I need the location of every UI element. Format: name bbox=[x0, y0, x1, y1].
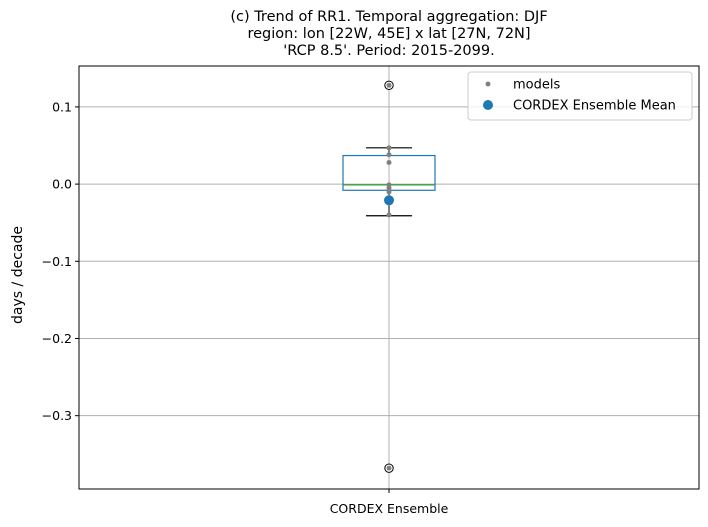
legend-marker-models bbox=[485, 81, 491, 87]
y-tick-label: −0.2 bbox=[42, 331, 72, 346]
model-point bbox=[386, 465, 392, 471]
model-point bbox=[386, 152, 392, 158]
model-point bbox=[386, 212, 392, 218]
data-points bbox=[384, 82, 394, 471]
y-tick-label: −0.1 bbox=[42, 254, 72, 269]
legend-label-mean: CORDEX Ensemble Mean bbox=[513, 99, 676, 114]
y-axis-label: days / decade bbox=[10, 226, 26, 324]
model-point bbox=[386, 145, 392, 151]
title-line-3: 'RCP 8.5'. Period: 2015-2099. bbox=[283, 43, 494, 59]
grid bbox=[79, 66, 699, 489]
y-tick-label: −0.3 bbox=[42, 408, 72, 423]
legend-marker-mean bbox=[483, 100, 493, 110]
y-tick-label: 0.1 bbox=[52, 99, 72, 114]
legend-frame bbox=[467, 71, 693, 121]
legend: models CORDEX Ensemble Mean bbox=[467, 71, 693, 121]
ensemble-mean-point bbox=[384, 195, 394, 206]
legend-label-models: models bbox=[513, 78, 560, 93]
x-axis: CORDEX Ensemble bbox=[330, 489, 449, 516]
model-point bbox=[386, 82, 392, 88]
model-point bbox=[386, 185, 392, 191]
title-line-2: region: lon [22W, 45E] x lat [27N, 72N] bbox=[247, 26, 530, 42]
y-axis: 0.1 0.0 −0.1 −0.2 −0.3 bbox=[42, 99, 79, 423]
model-point bbox=[386, 159, 392, 165]
x-tick-label: CORDEX Ensemble bbox=[330, 501, 449, 516]
y-tick-label: 0.0 bbox=[52, 177, 72, 192]
model-point bbox=[386, 189, 392, 195]
chart-title: (c) Trend of RR1. Temporal aggregation: … bbox=[230, 9, 547, 59]
title-line-1: (c) Trend of RR1. Temporal aggregation: … bbox=[230, 9, 547, 25]
